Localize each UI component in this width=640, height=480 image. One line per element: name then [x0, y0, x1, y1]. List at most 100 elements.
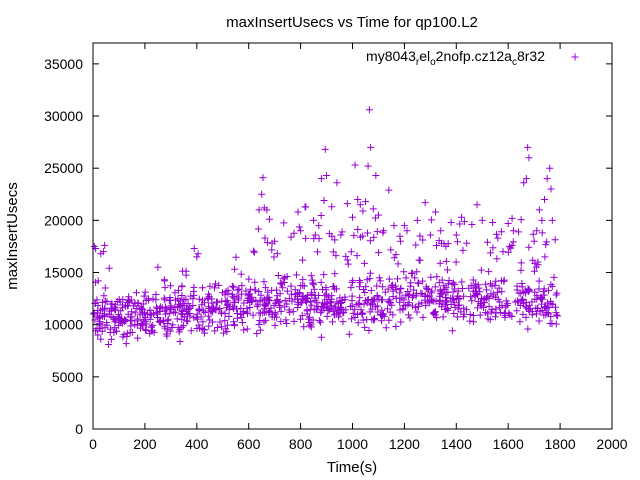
data-point [542, 303, 550, 311]
data-point [533, 227, 541, 235]
data-point [107, 305, 115, 313]
data-point [220, 329, 228, 337]
data-point [320, 271, 328, 279]
data-point [528, 308, 536, 316]
data-point [468, 221, 476, 229]
data-point [138, 304, 146, 312]
data-point [404, 311, 412, 319]
data-point [445, 277, 453, 285]
data-point [170, 308, 178, 316]
data-point [477, 301, 485, 309]
data-point [90, 310, 98, 318]
data-point [349, 309, 357, 317]
data-point [450, 310, 458, 318]
data-point [195, 321, 203, 329]
data-point [332, 252, 340, 260]
data-point [293, 271, 301, 279]
data-point [539, 295, 547, 303]
data-point [299, 281, 307, 289]
data-point [315, 317, 323, 325]
data-point [484, 310, 492, 318]
data-point [125, 293, 133, 301]
data-point [550, 273, 558, 281]
data-point [98, 321, 106, 329]
data-point [524, 325, 532, 333]
data-point [193, 253, 201, 261]
data-point [535, 277, 543, 285]
data-point [397, 237, 405, 245]
data-point [392, 286, 400, 294]
data-point [101, 297, 109, 305]
data-point [222, 325, 230, 333]
data-point [400, 296, 408, 304]
data-point [271, 321, 279, 329]
data-point [400, 222, 408, 230]
data-point [310, 285, 318, 293]
data-point [539, 288, 547, 296]
data-point [493, 255, 501, 263]
data-point [128, 308, 136, 316]
data-point [307, 323, 315, 331]
data-point [243, 305, 251, 313]
data-point [263, 294, 271, 302]
data-point [280, 219, 288, 227]
data-point [411, 303, 419, 311]
data-point [458, 278, 466, 286]
data-point [134, 317, 142, 325]
data-point [302, 298, 310, 306]
data-point [509, 227, 517, 235]
data-point [361, 288, 369, 296]
data-point [413, 216, 421, 224]
data-point [452, 295, 460, 303]
data-point [498, 288, 506, 296]
data-point [333, 179, 341, 187]
data-point [225, 313, 233, 321]
data-point [504, 248, 512, 256]
data-point [323, 312, 331, 320]
data-point [175, 300, 183, 308]
data-point [244, 292, 252, 300]
data-point [161, 296, 169, 304]
data-point [513, 307, 521, 315]
data-point [320, 197, 328, 205]
x-tick-label: 1600 [493, 436, 524, 452]
data-point [291, 286, 299, 294]
data-point [421, 199, 429, 207]
data-point [120, 331, 128, 339]
data-point [218, 323, 226, 331]
data-point [519, 295, 527, 303]
data-point [350, 232, 358, 240]
data-point [494, 295, 502, 303]
data-point [295, 223, 303, 231]
data-point [492, 309, 500, 317]
data-point [281, 303, 289, 311]
data-point [335, 305, 343, 313]
data-point [273, 296, 281, 304]
data-point [173, 315, 181, 323]
data-point [367, 143, 375, 151]
data-point [209, 303, 217, 311]
legend-marker-plus [571, 53, 579, 61]
data-point [141, 288, 149, 296]
data-point [273, 250, 281, 258]
data-point [363, 299, 371, 307]
data-point [141, 317, 149, 325]
data-point [491, 313, 499, 321]
data-point [255, 309, 263, 317]
data-point [342, 306, 350, 314]
data-point [378, 306, 386, 314]
data-point [460, 218, 468, 226]
data-point [433, 273, 441, 281]
data-point [160, 294, 168, 302]
data-point [310, 306, 318, 314]
data-point [140, 292, 148, 300]
data-point [95, 324, 103, 332]
data-point [189, 295, 197, 303]
data-point [348, 278, 356, 286]
data-point [373, 302, 381, 310]
data-point [378, 296, 386, 304]
data-point [211, 327, 219, 335]
data-point [235, 285, 243, 293]
data-point [276, 301, 284, 309]
data-point [387, 246, 395, 254]
